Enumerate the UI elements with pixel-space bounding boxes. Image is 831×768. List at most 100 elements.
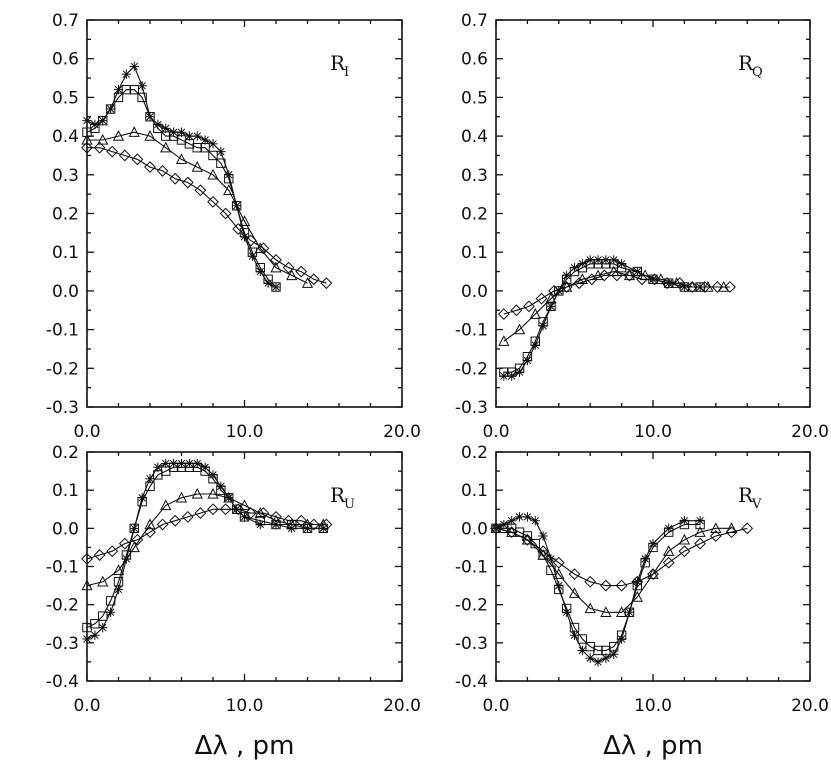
data-point bbox=[711, 281, 724, 293]
data-point bbox=[600, 606, 612, 617]
data-point bbox=[647, 568, 659, 579]
data-point bbox=[513, 323, 526, 335]
data-point bbox=[573, 277, 586, 290]
data-point bbox=[137, 496, 147, 507]
y-tick-label: -0.1 bbox=[46, 321, 79, 341]
data-point bbox=[129, 523, 139, 534]
data-point bbox=[208, 139, 218, 149]
data-point bbox=[673, 277, 686, 290]
data-point bbox=[90, 123, 100, 134]
x-axis-label: Δλ , pm bbox=[195, 731, 295, 761]
data-point bbox=[156, 165, 169, 177]
data-point bbox=[144, 526, 156, 539]
data-point bbox=[569, 630, 580, 640]
data-point bbox=[112, 130, 125, 141]
data-point bbox=[239, 512, 250, 522]
data-point bbox=[552, 556, 565, 569]
y-tick-label: -0.2 bbox=[455, 596, 488, 616]
series-line bbox=[86, 65, 277, 288]
data-point bbox=[200, 143, 210, 153]
data-point bbox=[244, 507, 257, 519]
data-point bbox=[144, 130, 156, 141]
data-point bbox=[610, 269, 623, 282]
x-tick-label: 0.0 bbox=[73, 422, 100, 442]
series-asterisk bbox=[82, 61, 281, 292]
data-point bbox=[207, 487, 219, 499]
data-point bbox=[698, 281, 711, 293]
data-point bbox=[207, 195, 219, 208]
y-tick-label: 0.6 bbox=[461, 50, 488, 70]
data-point bbox=[118, 149, 131, 162]
y-tick-label: -0.2 bbox=[46, 596, 79, 616]
y-tick-label: -0.3 bbox=[455, 634, 488, 654]
data-point bbox=[507, 516, 517, 526]
data-point bbox=[601, 259, 611, 269]
data-point bbox=[616, 630, 627, 640]
data-point bbox=[548, 284, 560, 297]
data-point bbox=[255, 262, 265, 273]
panel-label: R bbox=[738, 483, 754, 507]
data-point bbox=[616, 262, 627, 273]
data-point bbox=[113, 584, 124, 595]
y-tick-label: 0.6 bbox=[52, 50, 79, 70]
panel-label: R bbox=[330, 51, 346, 75]
data-point bbox=[191, 160, 203, 172]
data-point bbox=[286, 518, 298, 530]
data-point bbox=[200, 466, 210, 476]
data-point bbox=[232, 223, 245, 235]
data-point bbox=[546, 301, 556, 312]
data-point bbox=[664, 527, 674, 537]
y-tick-label: 0.7 bbox=[461, 11, 488, 31]
data-point bbox=[609, 649, 619, 659]
y-tick-label: 0.2 bbox=[461, 443, 488, 463]
chart-panel: 0.7 0.6 0.5 0.4 0.3 0.2 0.1 0.0 -0.1 -0.2 -0.3 0.0 1… bbox=[455, 11, 829, 442]
y-tick-label: 0.2 bbox=[52, 205, 79, 225]
data-point bbox=[271, 282, 281, 292]
data-point bbox=[710, 522, 722, 534]
y-tick-label: -0.3 bbox=[46, 398, 79, 418]
panel-label: R bbox=[738, 51, 754, 75]
data-point bbox=[105, 596, 116, 606]
y-tick-label: -0.1 bbox=[46, 558, 79, 578]
data-point bbox=[648, 542, 658, 553]
data-point bbox=[584, 575, 597, 588]
data-point bbox=[231, 201, 242, 211]
data-point bbox=[98, 622, 108, 633]
data-point bbox=[128, 541, 140, 553]
y-tick-label: 0.1 bbox=[52, 481, 79, 501]
data-point bbox=[522, 512, 533, 522]
data-point bbox=[505, 526, 518, 539]
data-point bbox=[113, 84, 124, 95]
y-tick-label: -0.1 bbox=[455, 558, 488, 578]
data-point bbox=[694, 526, 706, 537]
y-tick-label: -0.1 bbox=[455, 321, 488, 341]
data-point bbox=[137, 92, 147, 103]
data-point bbox=[169, 514, 182, 527]
plot-frame bbox=[495, 19, 811, 408]
data-point bbox=[239, 228, 250, 238]
data-point bbox=[585, 259, 595, 269]
y-tick-label: -0.2 bbox=[455, 359, 488, 379]
y-tick-label: -0.4 bbox=[46, 672, 79, 692]
data-point bbox=[598, 269, 611, 282]
data-point bbox=[545, 292, 557, 304]
data-point bbox=[521, 533, 534, 546]
data-point bbox=[113, 577, 124, 587]
data-point bbox=[90, 619, 100, 629]
data-point bbox=[176, 462, 187, 472]
data-point bbox=[181, 176, 194, 189]
data-point bbox=[320, 277, 333, 290]
plot-frame bbox=[495, 451, 811, 682]
data-point bbox=[207, 168, 219, 180]
series-line bbox=[503, 274, 730, 315]
series-line bbox=[86, 493, 324, 587]
data-point bbox=[144, 518, 156, 530]
data-point bbox=[601, 653, 611, 663]
panel-label-subscript: I bbox=[344, 65, 349, 80]
panel-label-subscript: Q bbox=[752, 65, 763, 80]
data-point bbox=[244, 234, 257, 247]
data-point bbox=[194, 184, 207, 197]
data-point bbox=[538, 531, 548, 541]
data-point bbox=[270, 510, 282, 523]
data-point bbox=[82, 115, 92, 126]
